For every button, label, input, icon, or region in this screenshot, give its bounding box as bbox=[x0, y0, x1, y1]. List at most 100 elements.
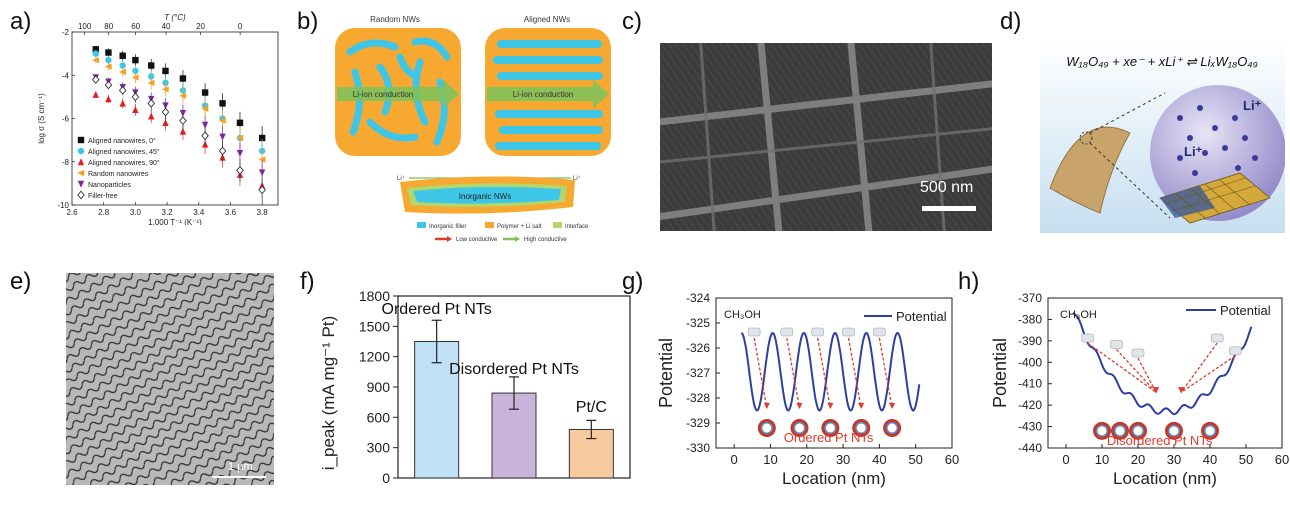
a-data-point bbox=[132, 56, 139, 64]
h-nanotube-inner bbox=[1133, 426, 1143, 436]
a-data-point bbox=[201, 131, 209, 141]
h-y-tick-label: -440 bbox=[1018, 441, 1042, 455]
h-y-axis-label: Potential bbox=[990, 338, 1010, 408]
a-data-point bbox=[148, 112, 155, 120]
a-data-point bbox=[119, 68, 126, 76]
g-x-tick-label: 60 bbox=[945, 452, 959, 467]
f-y-tick-label: 900 bbox=[367, 379, 391, 395]
a-y-tick-label: -2 bbox=[62, 28, 70, 37]
h-x-tick-label: 10 bbox=[1095, 452, 1109, 467]
ordered-potential-chart: 0 10 20 30 40 50 60 -324 -325 -326 -327 -328 -329 -33… bbox=[656, 291, 959, 488]
f-y-tick-label: 0 bbox=[382, 470, 390, 486]
g-nanotube-inner bbox=[856, 423, 866, 433]
g-diffusion-arrow bbox=[878, 337, 893, 409]
a-y-tick-label: -4 bbox=[62, 71, 70, 80]
legend-swatch-polymer bbox=[485, 222, 494, 228]
legend-swatch-filler bbox=[417, 222, 426, 228]
sem-texture bbox=[660, 43, 992, 231]
panel-label-d: d) bbox=[1000, 8, 1022, 35]
g-y-tick-label: -327 bbox=[686, 366, 710, 380]
h-molecule-label: CH₃OH bbox=[1060, 309, 1097, 321]
a-data-point bbox=[236, 134, 244, 142]
a-data-point bbox=[132, 67, 139, 75]
h-potential-line bbox=[1072, 311, 1253, 416]
f-y-tick-label: 1200 bbox=[359, 349, 390, 365]
f-category-label: Ordered Pt NTs bbox=[382, 301, 492, 318]
h-methanol-molecule bbox=[1228, 346, 1242, 356]
disordered-potential-chart: 0 10 20 30 40 50 60 -370 -380 -390 -400 -410 -420 -43… bbox=[990, 291, 1289, 488]
f-category-label: Pt/C bbox=[576, 399, 607, 416]
a-data-point bbox=[119, 62, 126, 69]
a-legend-marker bbox=[77, 190, 85, 200]
a-x-axis-label: 1,000 T⁻¹ (K⁻¹) bbox=[148, 218, 202, 225]
a-top-axis-label: T (°C) bbox=[164, 13, 186, 22]
a-legend-marker bbox=[77, 169, 85, 177]
a-data-point bbox=[132, 106, 139, 114]
g-arrowhead bbox=[889, 403, 896, 409]
a-legend-label: Nanoparticles bbox=[88, 182, 131, 189]
a-x-tick-label: 3.6 bbox=[225, 208, 237, 217]
a-data-point bbox=[179, 127, 187, 135]
a-top-tick-label: 40 bbox=[162, 22, 171, 31]
panel-label-a: a) bbox=[10, 8, 32, 35]
h-x-tick-label: 60 bbox=[1275, 452, 1289, 467]
a-series-0 bbox=[92, 46, 266, 150]
a-plot-frame bbox=[71, 31, 279, 206]
h-methanol-molecule bbox=[1110, 340, 1123, 349]
a-data-point bbox=[258, 169, 266, 177]
g-x-tick-label: 50 bbox=[908, 452, 922, 467]
a-data-point bbox=[92, 56, 99, 64]
h-x-tick-label: 50 bbox=[1239, 452, 1253, 467]
a-y-tick-label: -10 bbox=[57, 201, 69, 210]
a-data-point bbox=[201, 89, 209, 96]
aligned-arrow-label: Li-ion conduction bbox=[513, 90, 573, 99]
h-nanotube-inner bbox=[1097, 426, 1107, 436]
a-data-point bbox=[105, 56, 112, 64]
legend-arrowhead-high bbox=[515, 236, 520, 242]
d-zoom-circle bbox=[1079, 131, 1093, 145]
g-x-tick-label: 30 bbox=[836, 452, 850, 467]
a-x-tick-label: 3.0 bbox=[130, 208, 142, 217]
sem-scale-bar bbox=[922, 206, 976, 211]
g-methanol-molecule bbox=[747, 327, 761, 337]
panel-label-c: c) bbox=[622, 8, 642, 35]
a-data-point bbox=[236, 119, 244, 127]
h-diffusion-arrow bbox=[1180, 342, 1218, 393]
d-zoom-line-top bbox=[1089, 92, 1166, 134]
h-diffusion-arrow bbox=[1137, 357, 1157, 393]
g-methanol-molecule bbox=[842, 327, 855, 337]
a-data-point bbox=[258, 185, 266, 195]
h-y-tick-label: -380 bbox=[1018, 312, 1042, 326]
a-data-point bbox=[258, 156, 266, 163]
g-nanotube-inner bbox=[825, 423, 835, 433]
f-category-label: Disordered Pt NTs bbox=[449, 361, 579, 378]
a-x-tick-label: 3.4 bbox=[193, 208, 205, 217]
g-x-tick-label: 10 bbox=[763, 452, 777, 467]
h-nanotube-inner bbox=[1205, 426, 1215, 436]
h-x-axis-label: Location (nm) bbox=[1113, 469, 1217, 488]
g-potential-line bbox=[740, 331, 921, 412]
g-y-axis-label: Potential bbox=[656, 338, 676, 408]
g-y-tick-label: -329 bbox=[686, 416, 710, 430]
g-nanotube-inner bbox=[887, 423, 897, 433]
a-data-point bbox=[119, 52, 126, 59]
a-x-tick-label: 3.8 bbox=[257, 208, 269, 217]
h-x-tick-label: 0 bbox=[1062, 452, 1069, 467]
g-arrowhead bbox=[858, 403, 865, 409]
a-data-point bbox=[161, 107, 170, 117]
h-diffusion-arrow bbox=[1180, 355, 1236, 393]
g-y-tick-label: -325 bbox=[686, 316, 710, 330]
a-data-point bbox=[131, 92, 140, 102]
h-arrowhead bbox=[1153, 387, 1159, 394]
a-data-point bbox=[201, 121, 209, 129]
random-arrow-label: Li-ion conduction bbox=[353, 90, 413, 99]
a-data-point bbox=[179, 116, 187, 126]
g-methanol-molecule bbox=[780, 327, 794, 337]
h-legend-label: Potential bbox=[1220, 303, 1271, 318]
h-y-tick-label: -390 bbox=[1018, 334, 1042, 348]
h-diffusion-arrow bbox=[1087, 342, 1157, 393]
d-flexible-film bbox=[1049, 126, 1131, 214]
h-y-tick-label: -410 bbox=[1018, 377, 1042, 391]
h-methanol-molecule bbox=[1081, 333, 1094, 343]
a-series-1 bbox=[92, 50, 266, 163]
